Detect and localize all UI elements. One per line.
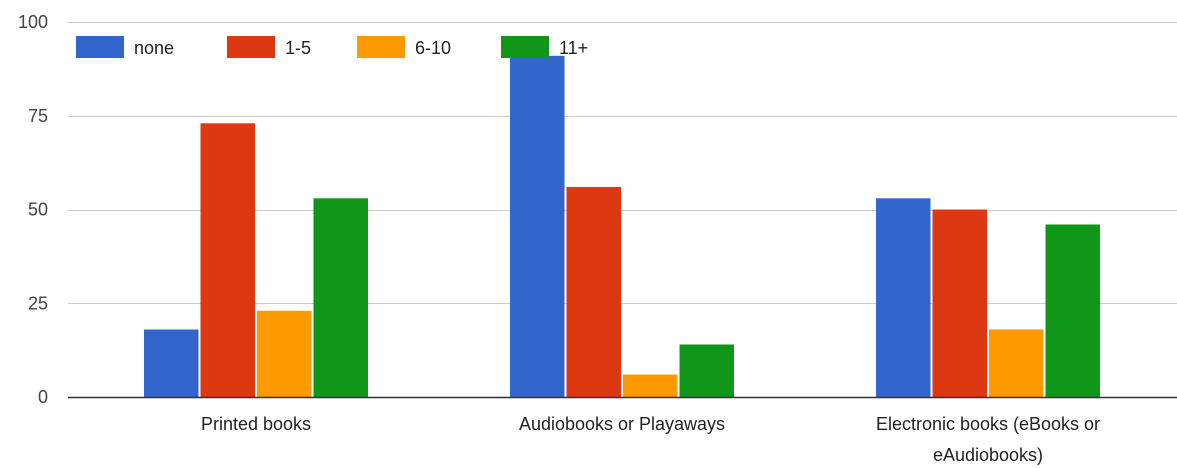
y-tick-label: 0: [38, 387, 48, 407]
bar-6-10-0: [257, 310, 312, 398]
legend-label: 6-10: [415, 38, 451, 58]
x-tick-label: Audiobooks or Playaways: [519, 414, 725, 434]
y-axis-ticks: 0 25 50 75 100: [18, 12, 48, 407]
bar-11+-0: [313, 198, 368, 398]
x-axis: Printed books Audiobooks or Playaways Elec…: [68, 396, 1177, 465]
x-tick-label: Electronic books (eBooks or: [876, 414, 1100, 434]
x-tick-label: Printed books: [201, 414, 311, 434]
bars: [144, 55, 1100, 398]
x-tick-label: eAudiobooks): [933, 445, 1043, 465]
legend: none 1-5 6-10 11+: [76, 36, 588, 58]
bar-none-0: [144, 329, 199, 397]
bar-6-10-2: [989, 329, 1044, 397]
legend-swatch-11+: [501, 36, 549, 58]
bar-none-2: [876, 198, 931, 398]
y-tick-label: 100: [18, 12, 48, 32]
legend-label: 11+: [559, 38, 588, 58]
y-tick-label: 75: [28, 106, 48, 126]
legend-swatch-6-10: [357, 36, 405, 58]
legend-swatch-none: [76, 36, 124, 58]
legend-swatch-1-5: [227, 36, 275, 58]
bar-11+-2: [1045, 224, 1100, 397]
y-tick-label: 25: [28, 293, 48, 313]
legend-label: none: [134, 38, 174, 58]
bar-1-5-2: [932, 209, 987, 397]
legend-label: 1-5: [285, 38, 311, 58]
y-tick-label: 50: [28, 200, 48, 220]
bar-6-10-1: [623, 374, 678, 397]
bar-none-1: [510, 55, 565, 398]
bar-1-5-0: [200, 123, 255, 398]
bar-1-5-1: [566, 187, 621, 397]
bar-11+-1: [679, 344, 734, 397]
